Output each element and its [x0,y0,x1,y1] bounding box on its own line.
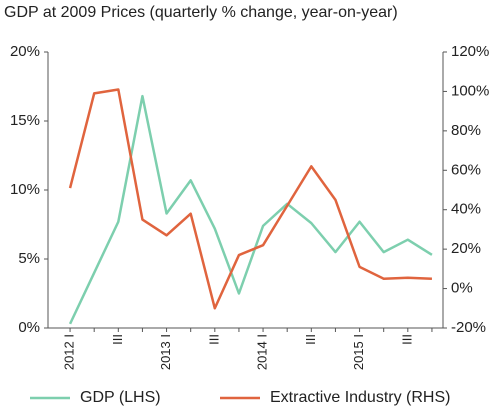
x-tick-label: III [206,334,221,345]
x-tick-label: III [110,334,125,345]
y-tick-label: 0% [18,319,40,336]
x-tick-label: 2013 I [158,334,173,370]
y2-tick-label: 0% [451,280,473,297]
x-tick-label: III [303,334,318,345]
y2-tick-label: 40% [451,201,481,218]
y2-tick-label: 120% [451,43,489,60]
x-tick-label: 2015 I [351,334,366,370]
y2-tick-label: 100% [451,82,489,99]
legend-label: Extractive Industry (RHS) [270,389,450,406]
series-line [68,88,432,310]
y2-tick-label: 60% [451,161,481,178]
y2-tick-label: 80% [451,122,481,139]
chart-title: GDP at 2009 Prices (quarterly % change, … [4,4,398,21]
series-line [68,94,433,325]
y-tick-label: 20% [10,43,40,60]
y2-tick-label: 20% [451,240,481,257]
x-tick-label: 2012 I [62,334,77,370]
y-tick-label: 5% [18,250,40,267]
y-tick-label: 10% [10,181,40,198]
legend-label: GDP (LHS) [80,389,161,406]
y-tick-label: 15% [10,112,40,129]
x-tick-label: III [399,334,414,345]
y2-tick-label: -20% [451,319,486,336]
x-tick-label: 2014 I [255,334,270,370]
